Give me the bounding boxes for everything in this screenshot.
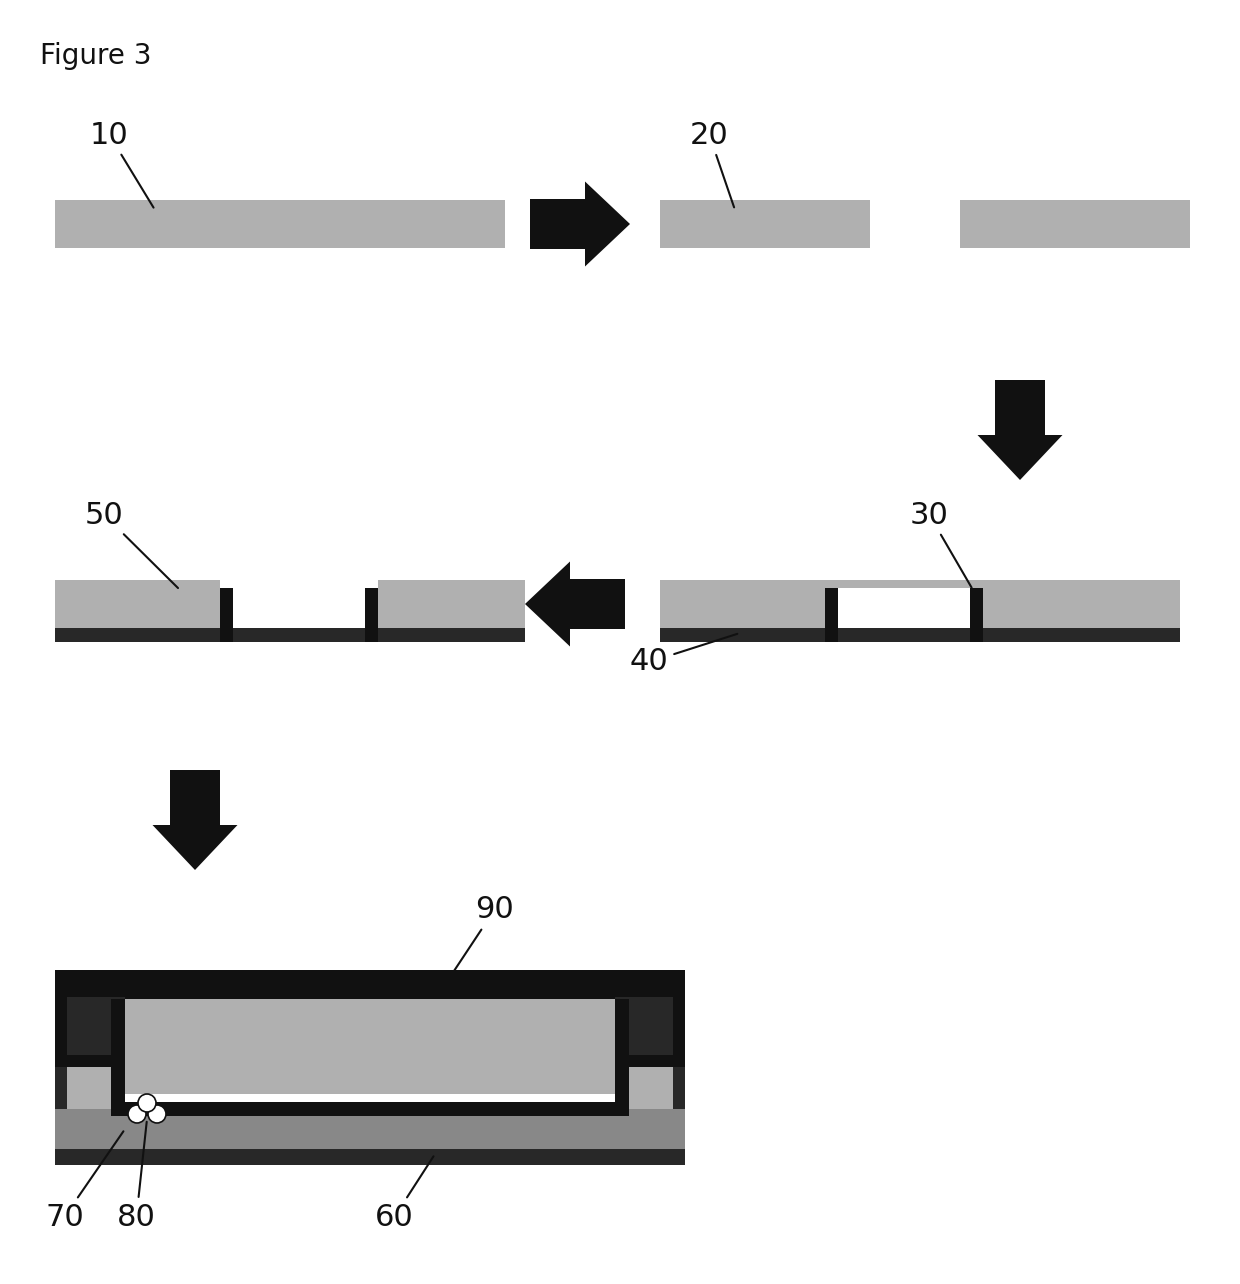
Bar (55, 200, 505, 248)
Bar (838, 588, 970, 628)
Bar (838, 628, 970, 642)
Bar (55, 1149, 684, 1165)
Bar (125, 999, 615, 1067)
Text: 60: 60 (374, 1157, 434, 1231)
Text: 80: 80 (117, 1122, 156, 1231)
Bar (67, 1055, 125, 1067)
Bar (55, 628, 525, 642)
Bar (67, 985, 125, 996)
Bar (960, 200, 1190, 248)
Bar (112, 1102, 629, 1116)
Bar (125, 999, 615, 1102)
Bar (660, 628, 1180, 642)
Bar (365, 588, 378, 642)
Circle shape (128, 1106, 146, 1124)
Bar (660, 580, 1180, 628)
Polygon shape (977, 380, 1063, 480)
Polygon shape (529, 181, 630, 267)
Bar (55, 969, 684, 1165)
Bar (673, 985, 684, 1067)
Text: 30: 30 (910, 501, 972, 588)
Text: 40: 40 (630, 634, 738, 677)
Text: 70: 70 (45, 1131, 124, 1231)
Text: 20: 20 (689, 121, 734, 208)
Text: 10: 10 (91, 121, 154, 208)
Circle shape (138, 1094, 156, 1112)
Bar (55, 1109, 684, 1149)
Bar (112, 999, 125, 1112)
Text: 90: 90 (451, 895, 513, 975)
Bar (660, 200, 870, 248)
Bar (219, 588, 233, 642)
Polygon shape (153, 770, 238, 871)
Bar (233, 628, 365, 642)
Text: Figure 3: Figure 3 (40, 42, 151, 71)
Bar (125, 1094, 615, 1115)
Polygon shape (525, 561, 625, 647)
Text: 50: 50 (86, 501, 179, 588)
Bar (125, 985, 615, 999)
Circle shape (148, 1106, 166, 1124)
Bar (615, 1055, 673, 1067)
Bar (615, 985, 673, 996)
Bar (378, 580, 525, 628)
Bar (55, 969, 684, 985)
Bar (55, 985, 67, 1067)
Bar (67, 1067, 673, 1109)
Bar (825, 588, 838, 642)
Bar (615, 999, 629, 1112)
Bar (970, 588, 983, 642)
Bar (55, 580, 219, 628)
